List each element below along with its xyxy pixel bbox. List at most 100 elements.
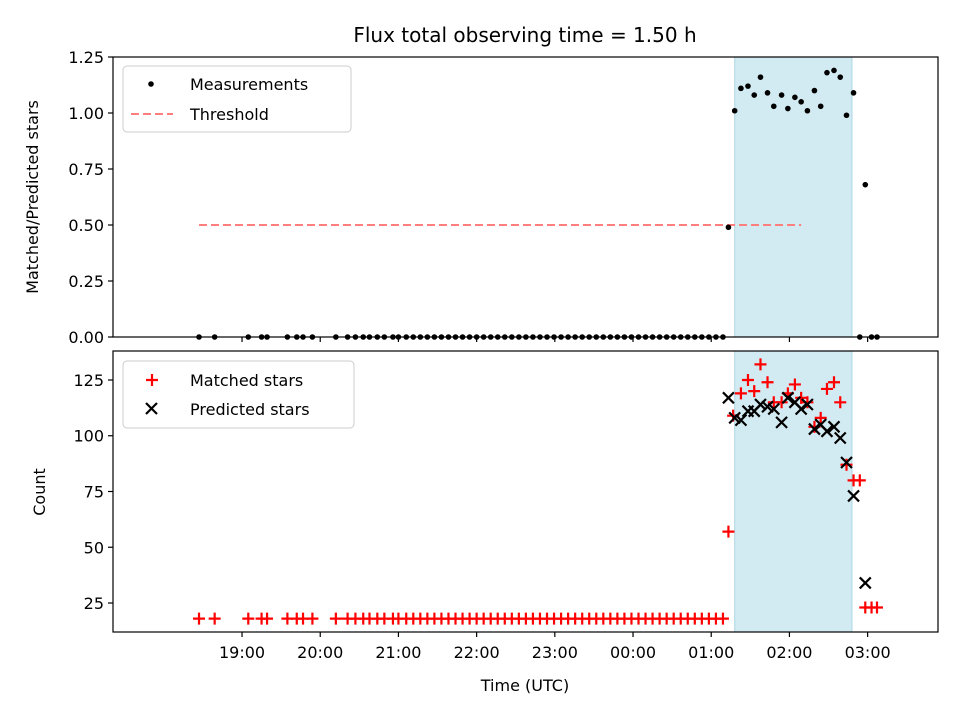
matched-star-point: [754, 358, 767, 371]
matched-star-point: [795, 391, 808, 404]
bottom-y-tick-label: 50: [84, 538, 104, 557]
matched-star-point: [853, 474, 866, 487]
matched-stars-points: [193, 358, 884, 625]
measurement-point: [804, 107, 811, 114]
measurement-point: [757, 74, 764, 80]
legend-measurements-label: Measurements: [190, 75, 308, 94]
matched-star-point: [820, 382, 833, 395]
top-legend-box: [122, 65, 352, 133]
measurement-point: [731, 107, 738, 114]
matched-star-point: [834, 396, 847, 409]
matched-star-point: [329, 612, 342, 625]
bottom-y-tick-label: 75: [84, 483, 104, 502]
matched-star-point: [761, 376, 774, 389]
measurement-point: [738, 85, 744, 92]
matched-star-point: [827, 376, 840, 389]
observing-span-top: [734, 56, 853, 338]
matched-star-point: [788, 378, 801, 391]
predicted-star-point: [781, 391, 795, 405]
top-y-tick-label: 0.25: [68, 272, 104, 291]
measurement-point: [785, 105, 791, 112]
matched-star-point: [840, 458, 853, 471]
predicted-star-point: [775, 416, 788, 429]
matched-star-point: [775, 396, 788, 409]
matched-star-point: [871, 601, 884, 614]
matched-star-point: [734, 387, 747, 400]
top-panel: Flux total observing time = 1.50 h 0.000…: [23, 23, 939, 347]
top-legend: Measurements Threshold: [122, 65, 352, 133]
top-y-axis-label: Matched/Predicted stars: [23, 100, 42, 294]
measurement-point: [770, 103, 777, 110]
legend-predicted-marker: [145, 402, 158, 415]
measurement-point: [792, 94, 798, 101]
matched-star-point: [722, 525, 735, 538]
measurement-point: [751, 92, 758, 98]
bottom-y-axis-label: Count: [30, 468, 49, 516]
x-tick-label: 01:00: [688, 643, 734, 662]
legend-predicted-label: Predicted stars: [190, 400, 310, 419]
matched-star-point: [748, 385, 761, 398]
measurement-point: [798, 99, 804, 105]
measurement-point: [850, 90, 857, 96]
x-tick-label: 03:00: [845, 643, 891, 662]
bottom-panel: 25 50 75 100 125 19:00 20:00 21:00 22:00 23:00 00…: [30, 350, 939, 695]
matched-star-point: [208, 612, 221, 625]
measurement-point: [862, 181, 869, 188]
predicted-star-point: [801, 398, 814, 411]
matched-star-point: [741, 373, 754, 386]
matched-star-point: [193, 612, 206, 625]
measurement-point: [725, 224, 732, 231]
x-tick-label: 22:00: [454, 643, 500, 662]
predicted-star-point: [820, 425, 834, 438]
predicted-star-point: [827, 420, 841, 434]
top-y-tick-label: 1.00: [68, 104, 104, 123]
x-tick-label: 00:00: [610, 643, 656, 662]
matched-star-point: [306, 612, 319, 625]
matched-star-point: [801, 396, 814, 409]
bottom-y-ticks: 25 50 75 100 125: [73, 371, 113, 613]
bottom-legend-box: [122, 360, 355, 429]
bottom-y-tick-label: 25: [84, 594, 104, 613]
x-tick-label: 20:00: [297, 643, 343, 662]
predicted-star-point: [722, 391, 735, 405]
x-axis-label: Time (UTC): [480, 676, 569, 695]
matched-star-point: [261, 612, 274, 625]
chart-title: Flux total observing time = 1.50 h: [353, 23, 696, 47]
predicted-star-point: [840, 456, 853, 469]
top-y-ticks: 0.00 0.25 0.50 0.75 1.00 1.25: [68, 48, 113, 347]
predicted-stars-points: [722, 391, 872, 590]
x-tick-label: 19:00: [219, 643, 265, 662]
bottom-y-tick-label: 100: [73, 427, 104, 446]
measurement-point: [817, 103, 824, 110]
predicted-star-point: [808, 422, 821, 436]
bottom-legend: Matched stars Predicted stars: [122, 360, 355, 429]
bottom-y-tick-label: 125: [73, 371, 104, 390]
top-y-tick-label: 0.00: [68, 328, 104, 347]
measurement-point: [811, 87, 818, 94]
matched-star-point: [716, 612, 729, 625]
measurement-point: [824, 69, 830, 76]
top-y-tick-label: 0.75: [68, 160, 104, 179]
x-tick-label: 02:00: [766, 643, 812, 662]
matched-star-point: [814, 411, 827, 424]
x-tick-label: 21:00: [375, 643, 421, 662]
predicted-star-point: [767, 402, 781, 416]
top-y-tick-label: 0.50: [68, 216, 104, 235]
top-x-ticks: [241, 337, 869, 342]
measurement-point: [778, 92, 785, 98]
predicted-star-point: [794, 402, 808, 416]
legend-matched-label: Matched stars: [190, 371, 303, 390]
top-axes-frame: [112, 56, 939, 338]
x-tick-label: 23:00: [532, 643, 578, 662]
measurement-point: [837, 74, 844, 80]
bottom-x-ticks: 19:00 20:00 21:00 22:00 23:00 00:00 01:00 02:00…: [219, 632, 891, 662]
predicted-star-point: [847, 489, 860, 503]
legend-matched-marker: [146, 374, 158, 386]
predicted-star-point: [754, 398, 767, 411]
top-y-tick-label: 1.25: [68, 48, 104, 67]
measurement-point: [843, 112, 850, 119]
predicted-star-point: [734, 413, 748, 427]
predicted-star-point: [833, 431, 847, 445]
legend-threshold-label: Threshold: [189, 105, 269, 124]
